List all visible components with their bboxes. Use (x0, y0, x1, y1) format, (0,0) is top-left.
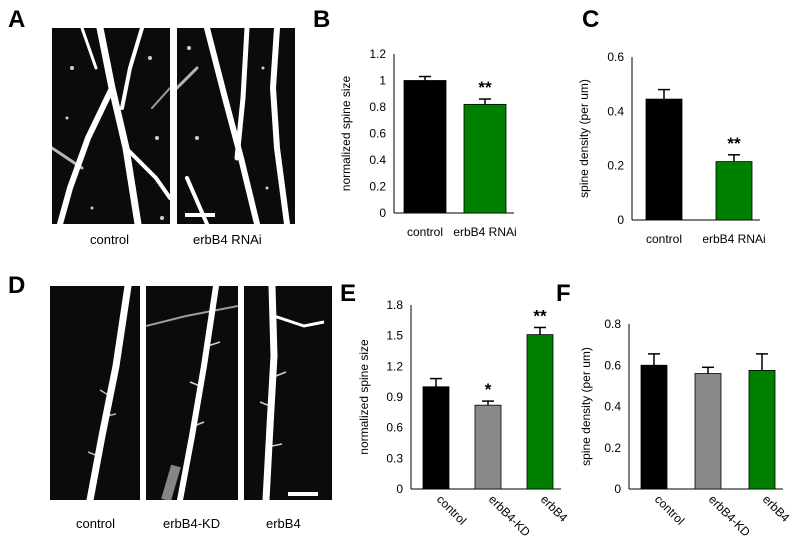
scale-bar (288, 492, 318, 496)
panel-label-c: C (582, 6, 600, 33)
micrograph-d-control (50, 286, 140, 500)
y-tick-label: 0.6 (607, 50, 624, 64)
panel-label-e: E (340, 280, 357, 307)
bar (526, 334, 554, 490)
significance-mark: * (485, 380, 492, 399)
bar (422, 386, 450, 490)
y-tick-label: 0.6 (369, 127, 386, 141)
caption-d-kd: erbB4-KD (163, 516, 221, 531)
category-label: erbB4-KD (706, 492, 753, 539)
micrograph-d-erbb4 (244, 286, 332, 500)
y-tick-label: 0.8 (604, 317, 621, 331)
dendrite-drawing (146, 286, 238, 500)
y-tick-label: 0.4 (369, 153, 386, 167)
y-tick-label: 0.3 (386, 451, 403, 465)
bar (640, 364, 668, 490)
caption-a-rnai: erbB4 RNAi (193, 232, 262, 247)
panel-label-b: B (313, 6, 331, 33)
y-tick-label: 1.2 (369, 47, 386, 61)
category-label: erbB4 (538, 492, 571, 525)
bar (715, 161, 753, 221)
y-axis-label: normalized spine size (357, 339, 371, 455)
panel-label-f: F (556, 280, 571, 307)
panel-label-a: A (8, 6, 26, 33)
bar (694, 373, 722, 490)
micrograph-control (52, 28, 170, 224)
y-tick-label: 0.4 (604, 400, 621, 414)
y-tick-label: 0.6 (604, 358, 621, 372)
y-tick-label: 0.4 (607, 104, 624, 118)
y-axis-label: spine density (per um) (577, 79, 591, 198)
panel-label-d: D (8, 272, 26, 299)
dendrite-drawing (86, 286, 132, 500)
category-label: control (652, 492, 687, 527)
y-tick-label: 0 (614, 482, 621, 496)
bar (463, 103, 507, 214)
y-tick-label: 0.8 (369, 100, 386, 114)
caption-d-control: control (76, 516, 116, 531)
category-label: control (407, 225, 443, 239)
category-label: erbB4 RNAi (702, 232, 765, 246)
dendrite-drawing (52, 28, 170, 224)
y-axis-label: spine density (per um) (579, 347, 593, 466)
y-tick-label: 0.2 (607, 159, 624, 173)
y-tick-label: 0.6 (386, 421, 403, 435)
y-tick-label: 0 (617, 213, 624, 227)
y-axis-label: normalized spine size (339, 75, 353, 191)
bar (645, 98, 683, 221)
y-tick-label: 0 (379, 206, 386, 220)
scale-bar (185, 213, 215, 217)
caption-a-control: control (90, 232, 130, 247)
y-tick-label: 0.2 (369, 180, 386, 194)
significance-mark: ** (533, 306, 547, 325)
micrograph-erbb4-rnai (177, 28, 295, 224)
bar (748, 370, 776, 490)
micrograph-d-kd (146, 286, 238, 500)
category-label: erbB4-KD (486, 492, 533, 539)
category-label: erbB4 RNAi (453, 225, 516, 239)
category-label: control (646, 232, 682, 246)
y-tick-label: 1.5 (386, 329, 403, 343)
dendrite-drawing (259, 286, 325, 500)
y-tick-label: 1.2 (386, 359, 403, 373)
category-label: erbB4 (760, 492, 793, 525)
significance-mark: ** (727, 134, 741, 153)
bar (474, 404, 502, 490)
y-tick-label: 0 (396, 482, 403, 496)
y-tick-label: 1.8 (386, 298, 403, 312)
y-tick-label: 1 (379, 74, 386, 88)
bar (403, 80, 447, 214)
y-tick-label: 0.2 (604, 441, 621, 455)
caption-d-erbb4: erbB4 (266, 516, 301, 531)
category-label: control (434, 492, 469, 527)
significance-mark: ** (478, 78, 492, 97)
y-tick-label: 0.9 (386, 390, 403, 404)
